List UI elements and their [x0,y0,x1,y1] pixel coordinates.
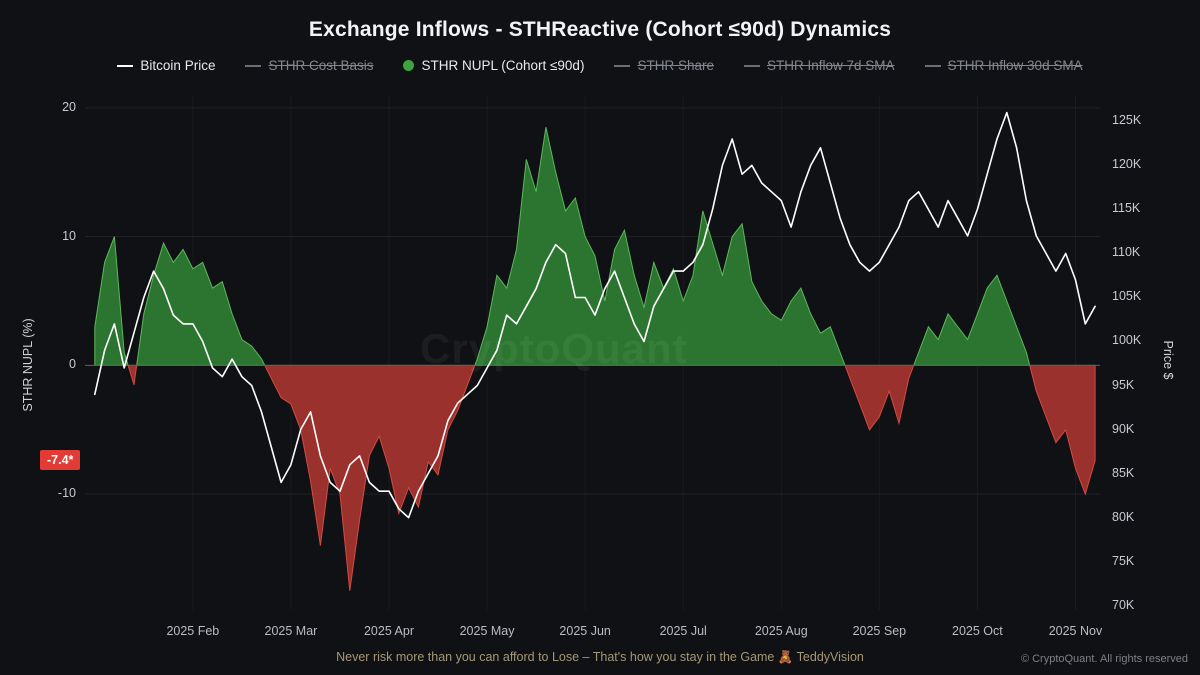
legend-item-bitcoin-price[interactable]: Bitcoin Price [117,58,215,73]
sthr-share-line-swatch-icon [614,64,631,67]
right-axis-tick-label: 85K [1112,465,1135,480]
x-axis-tick-label: 2025 Mar [264,624,318,638]
legend: Bitcoin Price STHR Cost Basis STHR NUPL … [0,58,1200,73]
legend-label: STHR Inflow 30d SMA [947,58,1083,73]
legend-item-sthr-inflow-30d-sma[interactable]: STHR Inflow 30d SMA [924,58,1083,73]
chart-plot-area[interactable] [85,95,1100,610]
x-axis-tick-label: 2025 Jun [559,624,611,638]
x-axis-tick-label: 2025 Apr [363,624,415,638]
right-axis-tick-label: 125K [1112,113,1142,128]
right-axis-tick-label: 75K [1112,553,1135,568]
x-axis-tick-label: 2025 Jul [659,624,707,638]
page-title: Exchange Inflows - STHReactive (Cohort ≤… [308,18,892,41]
footer-disclaimer: Never risk more than you can afford to L… [336,650,864,664]
sthr-nupl-dot-swatch-icon [403,60,415,71]
x-axis-tick-label: 2025 Oct [952,624,1003,638]
right-axis-tick-label: 110K [1112,245,1141,260]
sthr-cost-basis-line-swatch-icon [245,64,262,67]
right-axis-tick-label: 100K [1112,333,1142,348]
legend-item-sthr-cost-basis[interactable]: STHR Cost Basis [245,58,373,73]
right-axis-tick-label: 80K [1112,509,1135,524]
left-axis-tick-label: -10 [57,486,76,501]
x-axis-tick-label: 2025 Aug [754,624,808,638]
legend-item-sthr-share[interactable]: STHR Share [614,58,714,73]
left-axis-tick-label: 10 [62,228,76,243]
current-nupl-badge: -7.4* [40,449,81,470]
legend-label: STHR Cost Basis [268,58,374,73]
bitcoin-price-line-swatch-icon [117,64,134,67]
right-axis-tick-label: 120K [1112,157,1142,172]
legend-label: STHR NUPL (Cohort ≤90d) [421,58,585,73]
x-axis-tick-label: 2025 Sep [852,624,907,638]
sthr-inflow-30d-sma-line-swatch-icon [924,64,941,67]
x-axis-tick-label: 2025 Feb [166,624,220,638]
legend-label: Bitcoin Price [140,58,216,73]
legend-label: STHR Share [637,58,714,73]
sthr-inflow-7d-sma-line-swatch-icon [743,64,760,67]
left-axis-tick-label: 20 [62,99,76,114]
footer-copyright: © CryptoQuant. All rights reserved [1020,653,1188,665]
x-axis-tick-label: 2025 Nov [1048,624,1103,638]
legend-item-sthr-inflow-7d-sma[interactable]: STHR Inflow 7d SMA [743,58,895,73]
right-axis-tick-label: 115K [1112,201,1141,216]
legend-label: STHR Inflow 7d SMA [766,58,895,73]
right-axis-tick-label: 105K [1112,289,1142,304]
left-axis-tick-label: 0 [69,357,76,372]
right-axis-tick-label: 70K [1112,597,1135,612]
right-axis-tick-label: 90K [1112,421,1135,436]
right-axis-tick-label: 95K [1112,377,1135,392]
legend-item-sthr-nupl[interactable]: STHR NUPL (Cohort ≤90d) [403,58,584,73]
x-axis-tick-label: 2025 May [459,624,515,638]
